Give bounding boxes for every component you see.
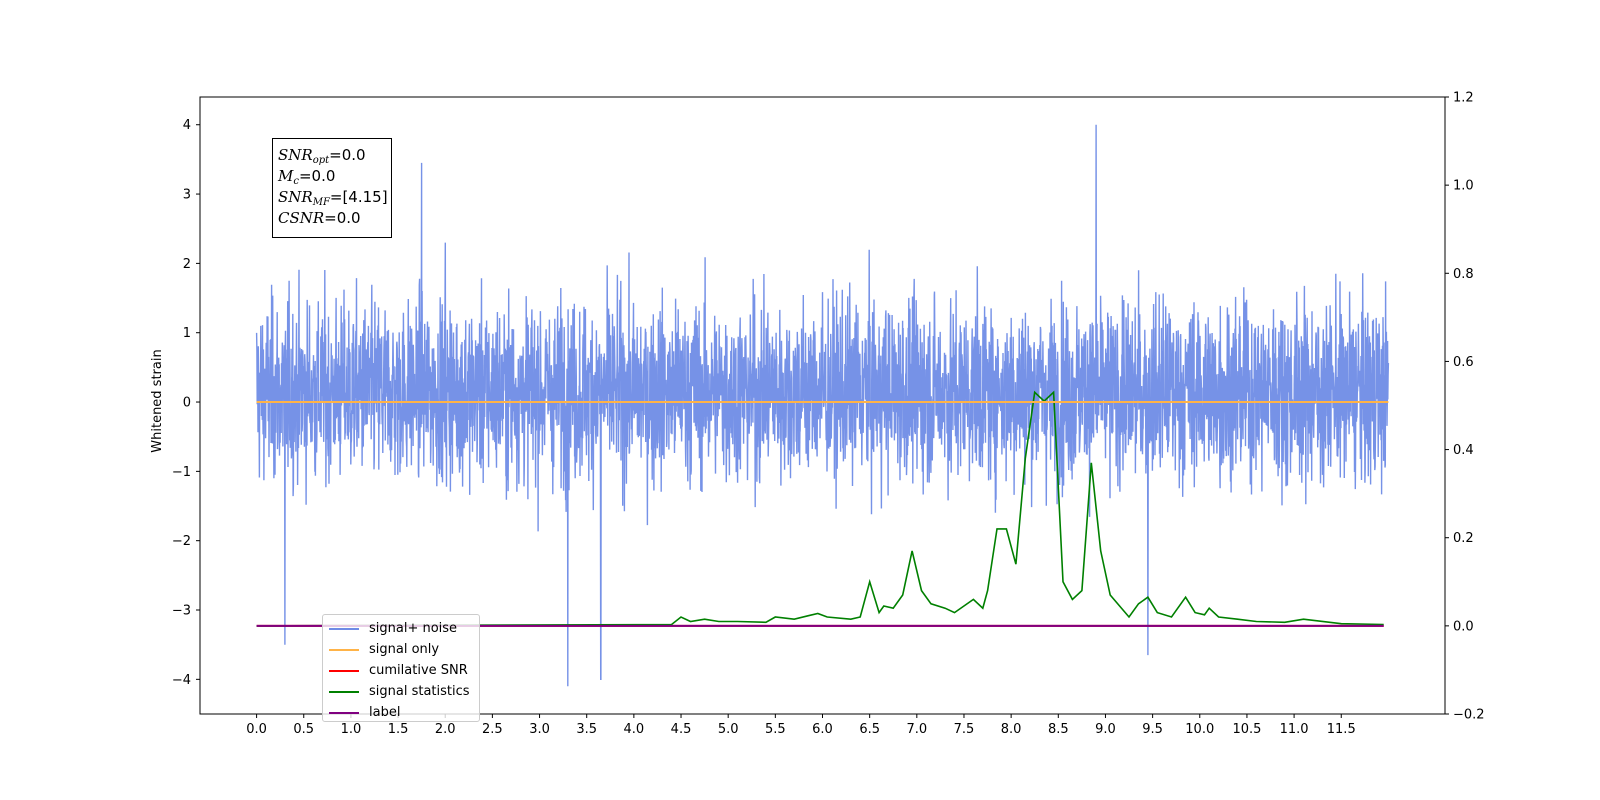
- x-axis: 0.0 0.5 1.0 1.5 2.0 2.5 3.0 3.5 4.0 4.5 5.0 5.5 6.0 6…: [246, 714, 1356, 737]
- series-line-signal-statistics: [256, 390, 1384, 627]
- x-tick-label: 10.0: [1185, 722, 1214, 737]
- legend-label: signal only: [369, 642, 440, 657]
- y-left-tick-label: 2: [183, 257, 191, 272]
- x-tick-label: 5.0: [718, 722, 739, 737]
- y-left-tick-label: −2: [172, 534, 191, 549]
- y-right-tick-label: 0.8: [1453, 267, 1474, 282]
- signal-plus-noise-line: [255, 124, 1390, 687]
- legend-label: signal+ noise: [369, 621, 458, 636]
- x-tick-label: 7.5: [954, 722, 975, 737]
- annotation-line: SNRMF=[4.15]: [278, 188, 388, 208]
- annotation-line: SNRopt=0.0: [278, 146, 366, 166]
- legend-label: label: [369, 705, 401, 720]
- x-tick-label: 0.0: [246, 722, 267, 737]
- legend-swatch: [329, 648, 359, 651]
- legend-item: signal statistics: [329, 681, 479, 702]
- y-right-tick-label: 0.2: [1453, 531, 1474, 546]
- x-tick-label: 7.0: [906, 722, 927, 737]
- x-tick-label: 8.0: [1001, 722, 1022, 737]
- x-tick-label: 11.0: [1280, 722, 1309, 737]
- stats-annotation-box: SNRopt=0.0 Mc=0.0 SNRMF=[4.15] CSNR=0.0: [272, 138, 392, 238]
- series-signal-plus-noise: [255, 124, 1390, 687]
- legend-swatch: [329, 690, 359, 693]
- y-axis-right: −0.2 0.0 0.2 0.4 0.6 0.8 1.0 1.2: [1445, 91, 1485, 723]
- y-right-tick-label: 0.6: [1453, 355, 1474, 370]
- y-left-tick-label: 4: [183, 118, 191, 133]
- y-right-tick-label: 0.4: [1453, 443, 1474, 458]
- legend-swatch: [329, 711, 359, 714]
- legend-item: label: [329, 702, 479, 723]
- x-tick-label: 11.5: [1327, 722, 1356, 737]
- y-left-tick-label: 1: [183, 326, 191, 341]
- x-tick-label: 6.0: [812, 722, 833, 737]
- x-tick-label: 2.5: [482, 722, 503, 737]
- x-tick-label: 3.5: [576, 722, 597, 737]
- x-tick-label: 9.0: [1095, 722, 1116, 737]
- y-left-tick-label: 3: [183, 188, 191, 203]
- legend-swatch: [329, 627, 359, 630]
- y-axis-label: Whitened strain: [150, 349, 165, 452]
- legend-swatch: [329, 669, 359, 672]
- x-tick-label: 4.0: [624, 722, 645, 737]
- legend-label: signal statistics: [369, 684, 470, 699]
- y-right-tick-label: 1.0: [1453, 179, 1474, 194]
- x-tick-label: 6.5: [859, 722, 880, 737]
- y-axis-left: −4 −3 −2 −1 0 1 2 3 4: [172, 118, 200, 688]
- x-tick-label: 1.5: [388, 722, 409, 737]
- y-left-tick-label: −3: [172, 604, 191, 619]
- x-tick-label: 0.5: [293, 722, 314, 737]
- y-left-tick-label: −1: [172, 465, 191, 480]
- y-right-tick-label: 0.0: [1453, 619, 1474, 634]
- legend-label: cumilative SNR: [369, 663, 468, 678]
- y-right-tick-label: −0.2: [1453, 708, 1485, 723]
- y-right-tick-label: 1.2: [1453, 91, 1474, 106]
- x-tick-label: 4.5: [671, 722, 692, 737]
- x-tick-label: 10.5: [1232, 722, 1261, 737]
- x-tick-label: 1.0: [341, 722, 362, 737]
- x-tick-label: 3.0: [529, 722, 550, 737]
- annotation-line: Mc=0.0: [278, 167, 336, 187]
- y-left-tick-label: 0: [183, 396, 191, 411]
- x-tick-label: 9.5: [1142, 722, 1163, 737]
- x-tick-label: 5.5: [765, 722, 786, 737]
- y-left-tick-label: −4: [172, 673, 191, 688]
- legend-item: cumilative SNR: [329, 660, 479, 681]
- legend: signal+ noise signal only cumilative SNR…: [322, 614, 480, 722]
- annotation-line: CSNR=0.0: [278, 209, 361, 227]
- legend-item: signal only: [329, 639, 479, 660]
- x-tick-label: 2.0: [435, 722, 456, 737]
- x-tick-label: 8.5: [1048, 722, 1069, 737]
- legend-item: signal+ noise: [329, 618, 479, 639]
